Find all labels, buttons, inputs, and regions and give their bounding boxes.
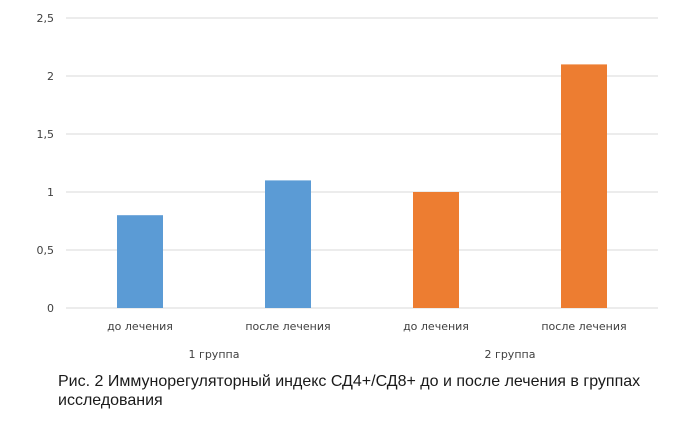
- y-tick-label: 2: [47, 70, 54, 83]
- y-tick-label: 1: [47, 186, 54, 199]
- y-tick-label: 1,5: [37, 128, 55, 141]
- bar-chart: 0 0,5 1 1,5 2 2,5 до лечения после лечения 1 гру…: [37, 12, 658, 361]
- x-group-label: 2 группа: [485, 348, 536, 361]
- figure-caption: Рис. 2 Иммунорегуляторный индекс СД4+/СД…: [58, 373, 641, 409]
- x-group-label: 1 группа: [189, 348, 240, 361]
- bar: [265, 180, 311, 308]
- bar: [117, 215, 163, 308]
- x-category-label: после лечения: [541, 320, 626, 333]
- x-category-label: после лечения: [245, 320, 330, 333]
- bar: [413, 192, 459, 308]
- bar: [561, 64, 607, 309]
- y-tick-label: 0,5: [37, 244, 55, 257]
- y-tick-label: 0: [47, 302, 54, 315]
- x-category-label: до лечения: [403, 320, 469, 333]
- x-category-label: до лечения: [107, 320, 173, 333]
- y-tick-label: 2,5: [37, 12, 55, 25]
